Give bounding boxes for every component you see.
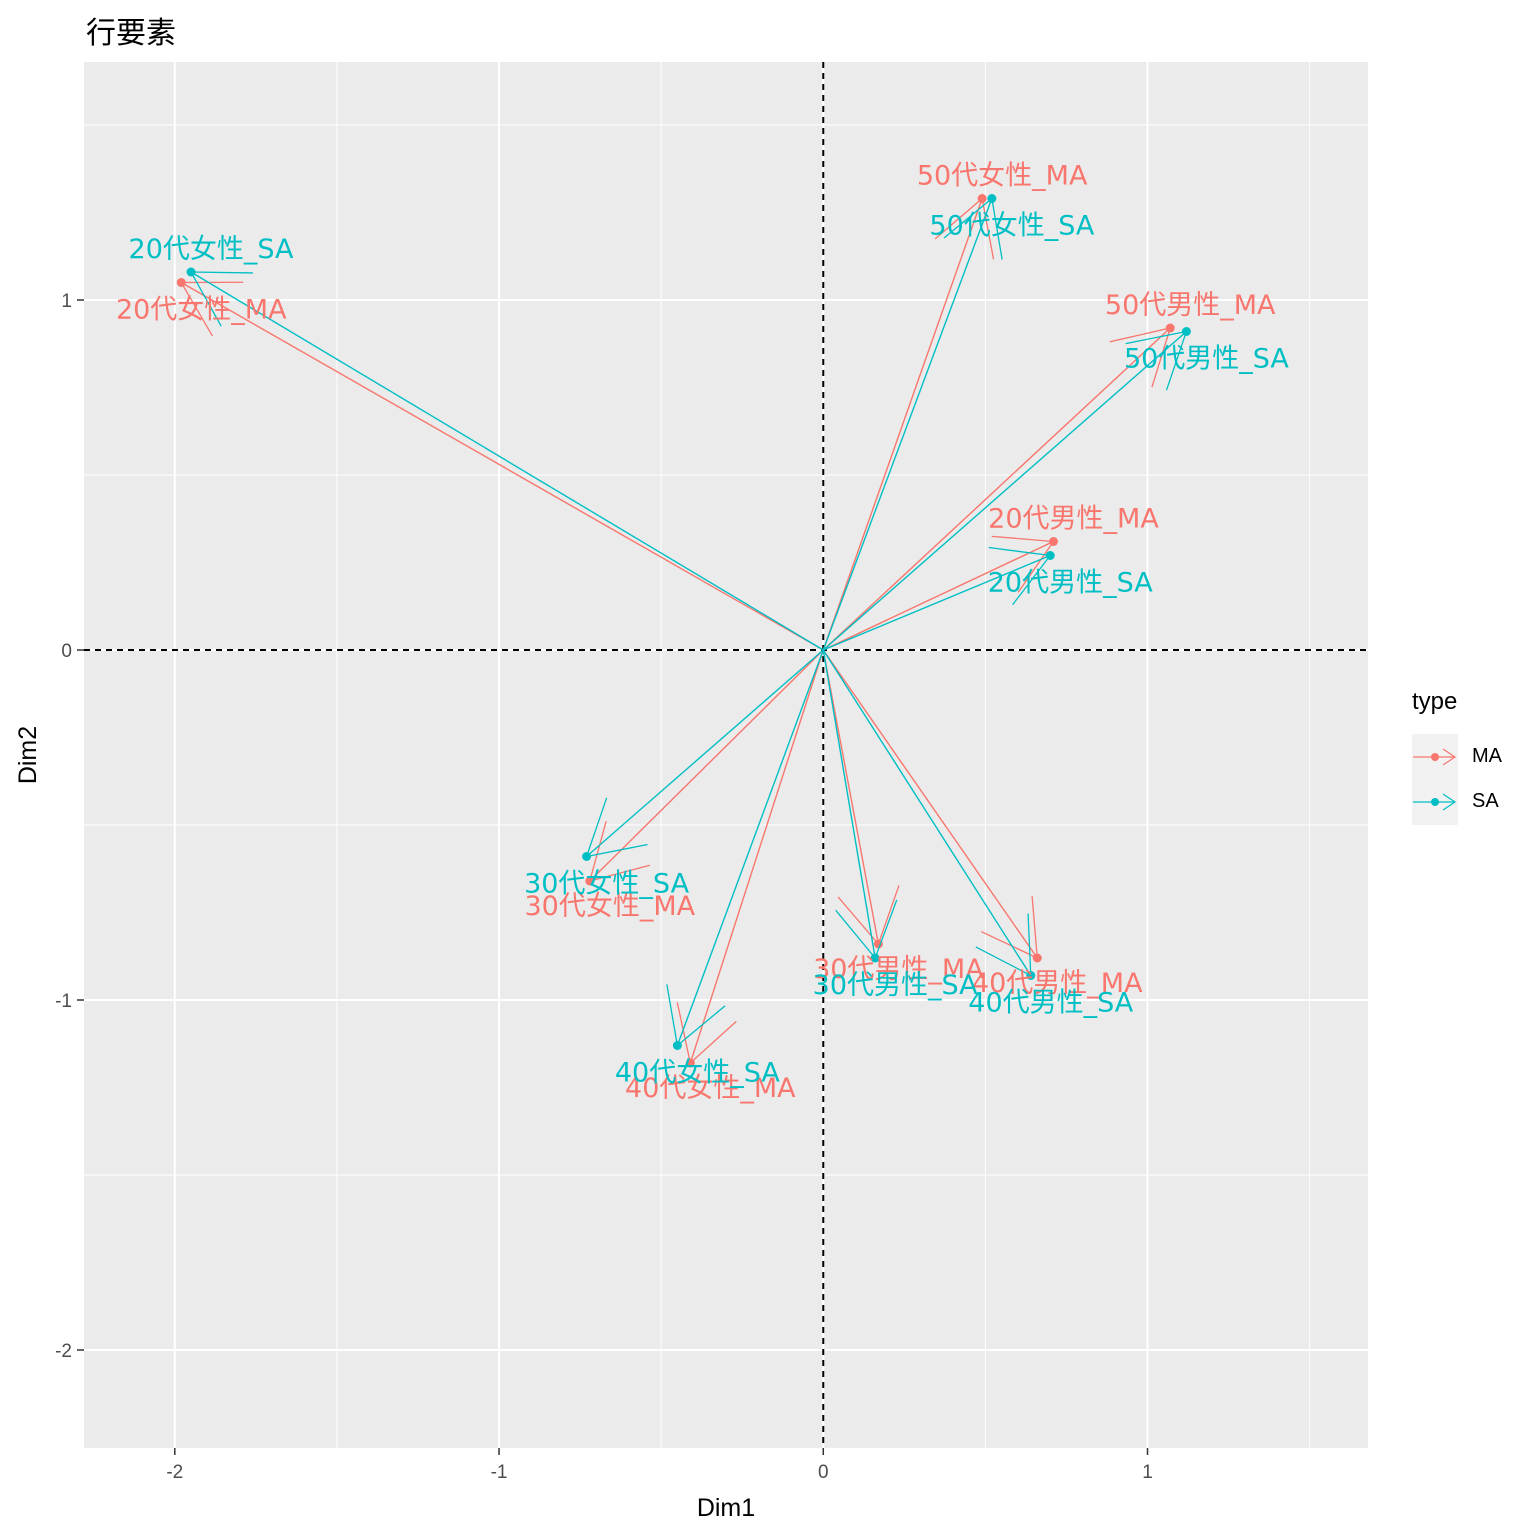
data-point [186,267,196,277]
x-axis-title: Dim1 [697,1494,755,1522]
arrow-line [589,649,824,882]
legend-label-sa: SA [1472,790,1499,812]
data-point [685,1058,695,1068]
data-point [987,194,997,203]
data-point [1165,323,1175,333]
arrow-line [822,649,1038,959]
point-label: 40代男性_MA [972,968,1143,999]
data-point [1048,537,1058,546]
data-point [1181,327,1191,336]
legend-key-sa [1412,779,1458,825]
legend-title: type [1412,688,1458,715]
point-label: 50代女性_SA [929,211,1094,242]
point-label: 30代女性_MA [525,891,696,922]
point-label: 50代男性_SA [1124,344,1289,375]
point-label: 20代男性_MA [988,504,1159,535]
arrow-line [190,271,824,651]
data-point [1026,971,1036,980]
arrow-line [689,649,824,1064]
arrow-line [822,649,876,959]
arrow-line [822,649,1032,976]
point-label: 30代女性_SA [524,869,689,900]
data-point [977,194,987,203]
y-tick-label: -2 [55,1341,72,1362]
arrow-line [822,330,1187,651]
x-tick-label: 0 [818,1462,829,1483]
point-label: 30代男性_MA [813,954,984,985]
chart-title: 行要素 [86,16,176,51]
point-label: 50代女性_MA [917,161,1088,192]
data-point [870,953,880,963]
legend-label-ma: MA [1472,745,1502,767]
arrow-line [822,649,880,945]
data-point [1045,551,1055,560]
y-tick-label: -1 [55,991,72,1012]
point-label: 20代女性_SA [129,234,294,265]
arrow-line [180,281,824,651]
arrow-line [822,198,983,651]
y-tick-label: 0 [61,641,72,662]
x-tick-label: 1 [1142,1462,1153,1483]
data-point [585,876,595,886]
point-label: 40代女性_SA [615,1058,780,1089]
data-point [1032,953,1042,963]
data-point [176,278,186,287]
plot-panel [84,62,1368,1448]
x-tick-label: -2 [166,1462,183,1483]
arrow-line [676,649,824,1046]
arrow-line [586,649,824,858]
data-point [582,852,592,861]
x-tick-label: -1 [491,1462,508,1483]
point-label: 40代女性_MA [625,1073,796,1104]
point-label: 30代男性_SA [813,970,978,1001]
data-point [672,1041,682,1050]
legend-key-ma [1412,734,1458,780]
point-label: 20代男性_SA [988,568,1153,599]
point-label: 20代女性_MA [116,295,287,326]
arrow-line [822,540,1054,651]
point-label: 40代男性_SA [968,988,1133,1019]
y-tick-label: 1 [61,291,72,312]
y-axis-title: Dim2 [14,726,42,784]
arrow-line [822,327,1171,651]
arrow-line [822,198,993,651]
arrow-line [823,554,1051,651]
point-label: 50代男性_MA [1105,290,1276,321]
